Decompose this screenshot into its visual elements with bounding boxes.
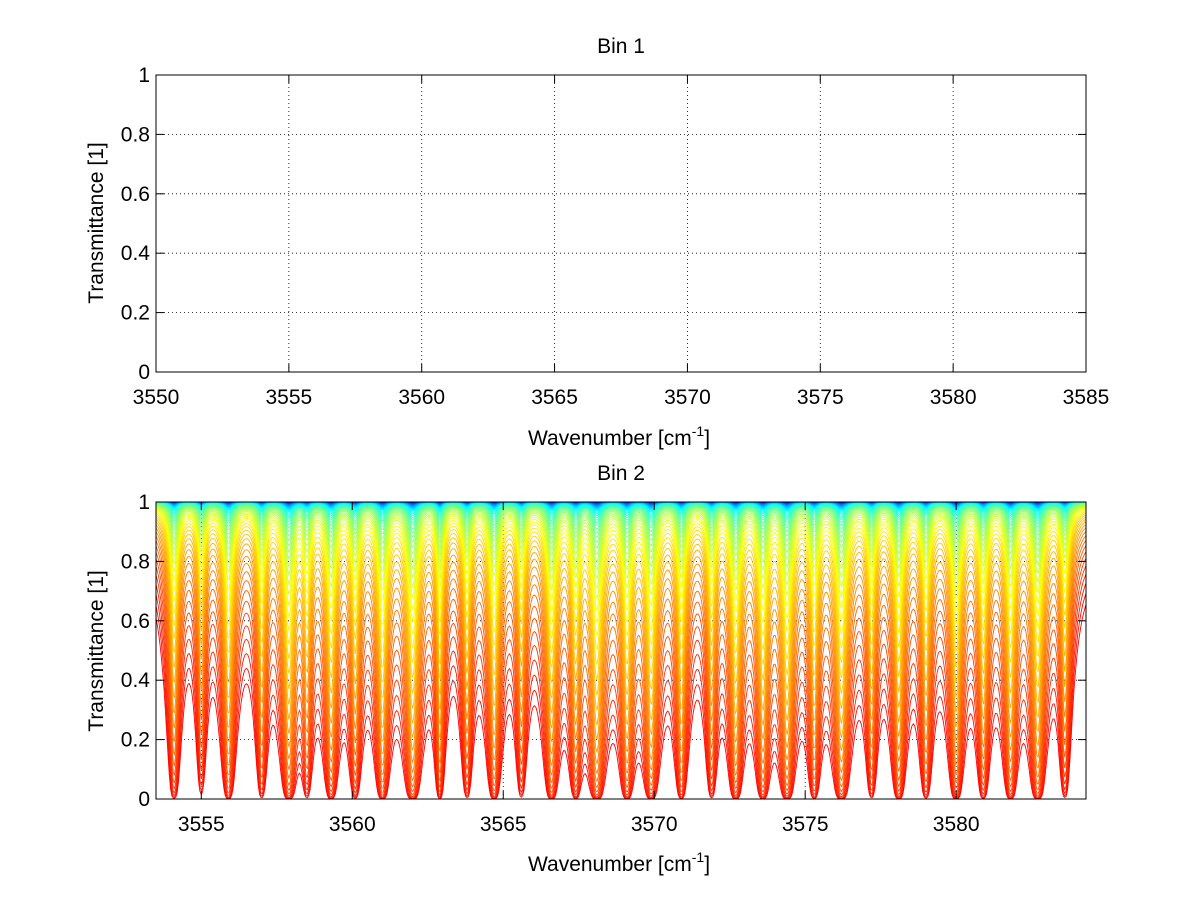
transmittance-curve	[156, 510, 1086, 636]
x-tick-label: 3560	[398, 386, 445, 409]
y-tick-label: 0.4	[121, 242, 151, 265]
transmittance-curve	[156, 503, 1086, 550]
x-tick-label: 3585	[1063, 386, 1110, 409]
x-tick-label: 3580	[933, 813, 980, 836]
x-tick-label: 3575	[782, 813, 829, 836]
x-axis-label-tail: ]	[704, 853, 710, 876]
y-axis-label: Transmittance [1]	[85, 570, 108, 731]
axis-ticks	[155, 74, 1087, 373]
transmittance-curve	[156, 557, 1086, 796]
transmittance-curve	[156, 593, 1086, 799]
transmittance-curve	[156, 573, 1086, 799]
transmittance-curve	[156, 565, 1086, 798]
transmittance-curve	[156, 516, 1086, 696]
transmittance-curve	[156, 504, 1086, 563]
transmittance-curve	[156, 509, 1086, 623]
y-axis-label: Transmittance [1]	[85, 142, 108, 303]
subplot-bin-1: 3550 3555 3560 3565 3570 3575 3580 3585 0 0.2 0.4…	[85, 35, 1109, 450]
transmittance-curve	[156, 505, 1086, 571]
transmittance-curve	[156, 512, 1086, 665]
y-tick-labels: 0 0.2 0.4 0.6 0.8 1	[121, 64, 151, 384]
y-tick-label: 0	[138, 361, 150, 384]
transmittance-curve	[156, 524, 1086, 740]
x-axis-label-main: Wavenumber [cm	[528, 427, 692, 450]
y-tick-label: 0.8	[121, 123, 150, 146]
axes-box	[155, 501, 1087, 800]
axes-box	[155, 74, 1087, 373]
x-tick-label: 3570	[664, 386, 711, 409]
transmittance-curve	[156, 505, 1086, 580]
x-axis-label-superscript: -1	[692, 849, 705, 865]
transmittance-curve	[156, 511, 1086, 651]
subplot-bin-2: 3555 3560 3565 3570 3575 3580 00.20.40.60.81 …	[85, 462, 1087, 876]
x-tick-label: 3550	[133, 386, 180, 409]
transmittance-curve	[156, 506, 1086, 590]
y-tick-label: 0.6	[121, 183, 150, 206]
y-tick-label: 0.6	[121, 610, 150, 633]
x-axis-label: Wavenumber [cm-1]	[528, 423, 710, 450]
transmittance-curve	[156, 504, 1086, 556]
x-tick-label: 3570	[631, 813, 678, 836]
x-axis-label-tail: ]	[704, 427, 710, 450]
transmittance-curve	[156, 502, 1086, 519]
x-tick-label: 3565	[480, 813, 527, 836]
y-tick-labels: 0 0.2 0.4 0.6 0.8 1	[121, 491, 151, 811]
y-tick-label: 1	[138, 491, 150, 514]
x-tick-label: 3580	[930, 386, 977, 409]
x-tick-label: 3555	[178, 813, 225, 836]
x-axis-label: Wavenumber [cm-1]	[528, 849, 710, 876]
y-tick-label: 0.2	[121, 729, 150, 752]
transmittance-curve	[156, 551, 1086, 793]
x-axis-label-superscript: -1	[692, 423, 705, 439]
transmittance-curve	[156, 502, 1086, 521]
y-tick-label: 0.4	[121, 669, 151, 692]
transmittance-curve	[156, 502, 1086, 527]
transmittance-curve	[156, 503, 1086, 539]
transmittance-curve	[156, 503, 1086, 544]
plot-area	[156, 75, 1086, 372]
transmittance-curve	[156, 521, 1086, 726]
transmittance-curve	[156, 583, 1086, 799]
x-tick-labels: 3550 3555 3560 3565 3570 3575 3580 3585	[133, 386, 1110, 409]
transmittance-curve	[156, 604, 1086, 799]
y-tick-label: 0.2	[121, 302, 150, 325]
chart-title: Bin 1	[597, 35, 645, 58]
y-tick-label: 0.8	[121, 550, 150, 573]
y-tick-label: 0	[138, 788, 150, 811]
transmittance-curve	[156, 545, 1086, 789]
transmittance-curve	[156, 503, 1086, 534]
y-tick-label: 1	[138, 64, 150, 87]
transmittance-curve	[156, 502, 1086, 530]
x-axis-label-main: Wavenumber [cm	[528, 853, 692, 876]
transmittance-curve	[156, 502, 1086, 524]
transmittance-curve	[156, 514, 1086, 680]
transmittance-curve	[156, 535, 1086, 775]
x-tick-label: 3560	[329, 813, 376, 836]
x-tick-label: 3555	[265, 386, 312, 409]
chart-title: Bin 2	[597, 462, 645, 485]
transmittance-curve	[156, 539, 1086, 783]
transmittance-curve	[156, 508, 1086, 612]
x-tick-label: 3565	[531, 386, 578, 409]
transmittance-curve	[156, 527, 1086, 754]
axis-ticks	[156, 501, 1086, 800]
x-tick-labels: 3555 3560 3565 3570 3575 3580	[178, 813, 980, 836]
x-tick-label: 3575	[797, 386, 844, 409]
transmittance-curve	[156, 507, 1086, 601]
transmittance-curve	[156, 518, 1086, 711]
transmittance-curve	[156, 531, 1086, 765]
